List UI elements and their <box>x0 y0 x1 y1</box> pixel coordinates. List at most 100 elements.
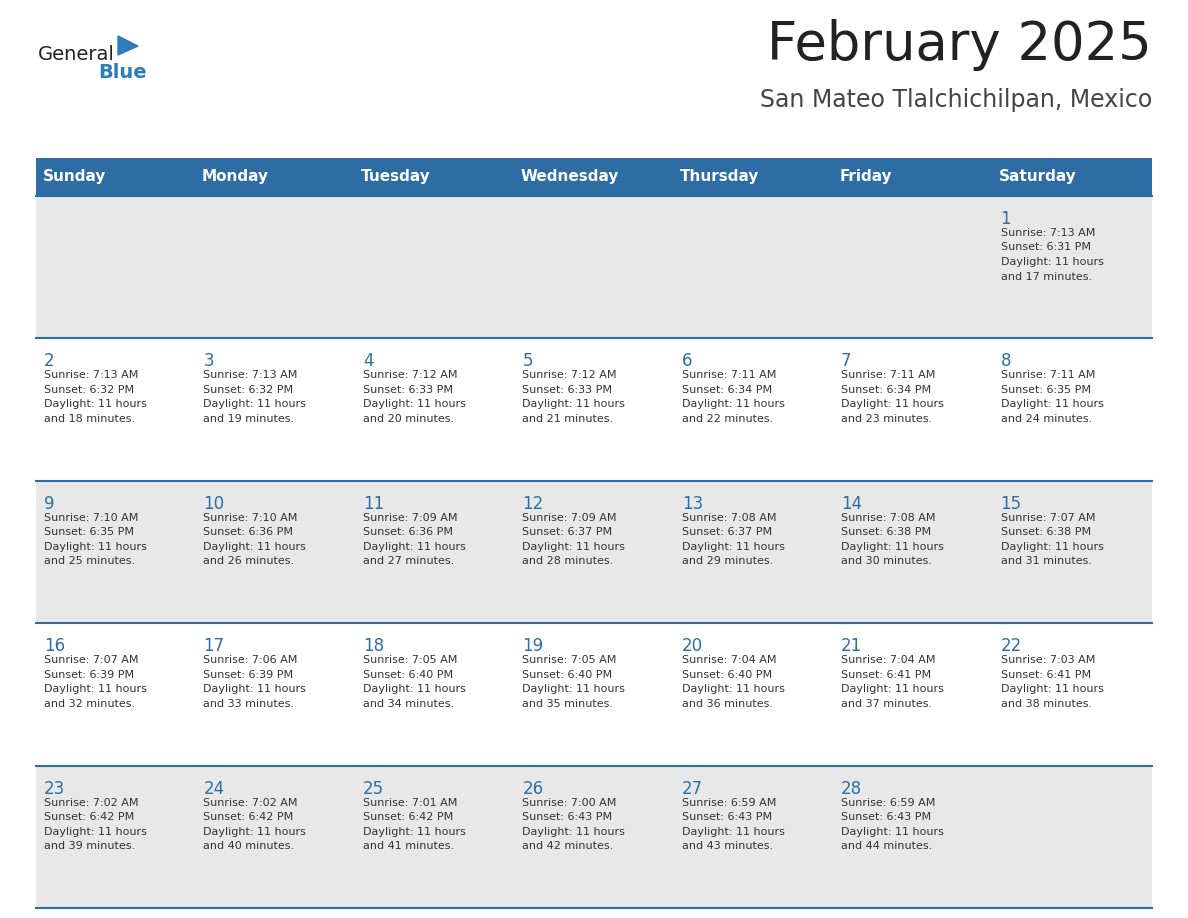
Text: Sunset: 6:31 PM: Sunset: 6:31 PM <box>1000 242 1091 252</box>
Bar <box>36 158 1152 196</box>
Bar <box>36 339 1152 481</box>
Text: and 23 minutes.: and 23 minutes. <box>841 414 933 424</box>
Text: 4: 4 <box>362 353 373 370</box>
Text: Sunrise: 6:59 AM: Sunrise: 6:59 AM <box>841 798 935 808</box>
Bar <box>36 623 1152 766</box>
Text: Daylight: 11 hours: Daylight: 11 hours <box>523 826 625 836</box>
Text: General: General <box>38 46 115 64</box>
Text: and 44 minutes.: and 44 minutes. <box>841 841 933 851</box>
Text: 3: 3 <box>203 353 214 370</box>
Text: Daylight: 11 hours: Daylight: 11 hours <box>841 826 944 836</box>
Text: Sunrise: 7:03 AM: Sunrise: 7:03 AM <box>1000 655 1095 666</box>
Text: Sunday: Sunday <box>43 170 106 185</box>
Text: Daylight: 11 hours: Daylight: 11 hours <box>1000 542 1104 552</box>
Text: Daylight: 11 hours: Daylight: 11 hours <box>1000 257 1104 267</box>
Text: and 24 minutes.: and 24 minutes. <box>1000 414 1092 424</box>
Text: Sunrise: 7:01 AM: Sunrise: 7:01 AM <box>362 798 457 808</box>
Text: Sunset: 6:34 PM: Sunset: 6:34 PM <box>682 385 772 395</box>
Text: and 35 minutes.: and 35 minutes. <box>523 699 613 709</box>
Text: Sunrise: 7:04 AM: Sunrise: 7:04 AM <box>841 655 936 666</box>
Text: Blue: Blue <box>97 62 146 82</box>
Text: Sunrise: 7:09 AM: Sunrise: 7:09 AM <box>523 513 617 522</box>
Text: Sunset: 6:42 PM: Sunset: 6:42 PM <box>44 812 134 823</box>
Text: Sunrise: 7:13 AM: Sunrise: 7:13 AM <box>203 370 298 380</box>
Text: 27: 27 <box>682 779 703 798</box>
Text: 22: 22 <box>1000 637 1022 655</box>
Text: Sunset: 6:39 PM: Sunset: 6:39 PM <box>203 670 293 679</box>
Text: and 18 minutes.: and 18 minutes. <box>44 414 135 424</box>
Text: Sunset: 6:40 PM: Sunset: 6:40 PM <box>362 670 453 679</box>
Text: 11: 11 <box>362 495 384 513</box>
Text: Sunset: 6:41 PM: Sunset: 6:41 PM <box>1000 670 1091 679</box>
Text: Daylight: 11 hours: Daylight: 11 hours <box>362 684 466 694</box>
Text: Sunrise: 6:59 AM: Sunrise: 6:59 AM <box>682 798 776 808</box>
Text: 14: 14 <box>841 495 862 513</box>
Text: Daylight: 11 hours: Daylight: 11 hours <box>44 542 147 552</box>
Text: Tuesday: Tuesday <box>361 170 431 185</box>
Text: and 20 minutes.: and 20 minutes. <box>362 414 454 424</box>
Text: Sunset: 6:36 PM: Sunset: 6:36 PM <box>362 527 453 537</box>
Text: Sunrise: 7:12 AM: Sunrise: 7:12 AM <box>362 370 457 380</box>
Text: 8: 8 <box>1000 353 1011 370</box>
Text: Daylight: 11 hours: Daylight: 11 hours <box>523 684 625 694</box>
Text: Wednesday: Wednesday <box>520 170 619 185</box>
Text: Sunrise: 7:00 AM: Sunrise: 7:00 AM <box>523 798 617 808</box>
Text: Sunset: 6:35 PM: Sunset: 6:35 PM <box>1000 385 1091 395</box>
Text: Sunrise: 7:04 AM: Sunrise: 7:04 AM <box>682 655 776 666</box>
Text: February 2025: February 2025 <box>767 19 1152 71</box>
Text: Daylight: 11 hours: Daylight: 11 hours <box>203 826 307 836</box>
Text: Sunset: 6:37 PM: Sunset: 6:37 PM <box>682 527 772 537</box>
Text: Sunrise: 7:05 AM: Sunrise: 7:05 AM <box>523 655 617 666</box>
Text: Sunrise: 7:11 AM: Sunrise: 7:11 AM <box>1000 370 1095 380</box>
Text: Sunset: 6:36 PM: Sunset: 6:36 PM <box>203 527 293 537</box>
Text: Daylight: 11 hours: Daylight: 11 hours <box>362 826 466 836</box>
Text: Sunrise: 7:06 AM: Sunrise: 7:06 AM <box>203 655 298 666</box>
Text: Sunset: 6:42 PM: Sunset: 6:42 PM <box>203 812 293 823</box>
Text: Daylight: 11 hours: Daylight: 11 hours <box>523 399 625 409</box>
Text: Daylight: 11 hours: Daylight: 11 hours <box>44 684 147 694</box>
Text: Daylight: 11 hours: Daylight: 11 hours <box>841 399 944 409</box>
Text: Sunset: 6:43 PM: Sunset: 6:43 PM <box>682 812 772 823</box>
Text: Daylight: 11 hours: Daylight: 11 hours <box>362 399 466 409</box>
Text: and 39 minutes.: and 39 minutes. <box>44 841 135 851</box>
Text: Sunset: 6:43 PM: Sunset: 6:43 PM <box>523 812 612 823</box>
Text: 9: 9 <box>44 495 55 513</box>
Text: Sunrise: 7:13 AM: Sunrise: 7:13 AM <box>1000 228 1095 238</box>
Text: Sunrise: 7:13 AM: Sunrise: 7:13 AM <box>44 370 138 380</box>
Text: 23: 23 <box>44 779 65 798</box>
Text: 25: 25 <box>362 779 384 798</box>
Text: Monday: Monday <box>202 170 268 185</box>
Text: Sunrise: 7:02 AM: Sunrise: 7:02 AM <box>44 798 139 808</box>
Text: Daylight: 11 hours: Daylight: 11 hours <box>682 542 784 552</box>
Text: 20: 20 <box>682 637 703 655</box>
Text: 6: 6 <box>682 353 693 370</box>
Text: and 26 minutes.: and 26 minutes. <box>203 556 295 566</box>
Text: 16: 16 <box>44 637 65 655</box>
Text: Sunset: 6:35 PM: Sunset: 6:35 PM <box>44 527 134 537</box>
Text: Daylight: 11 hours: Daylight: 11 hours <box>682 826 784 836</box>
Text: 5: 5 <box>523 353 532 370</box>
Text: Daylight: 11 hours: Daylight: 11 hours <box>523 542 625 552</box>
Text: Daylight: 11 hours: Daylight: 11 hours <box>362 542 466 552</box>
Text: and 42 minutes.: and 42 minutes. <box>523 841 613 851</box>
Text: 10: 10 <box>203 495 225 513</box>
Text: Thursday: Thursday <box>680 170 759 185</box>
Text: Sunrise: 7:10 AM: Sunrise: 7:10 AM <box>44 513 138 522</box>
Text: and 38 minutes.: and 38 minutes. <box>1000 699 1092 709</box>
Text: Sunrise: 7:11 AM: Sunrise: 7:11 AM <box>682 370 776 380</box>
Text: 13: 13 <box>682 495 703 513</box>
Text: Daylight: 11 hours: Daylight: 11 hours <box>682 399 784 409</box>
Text: Sunset: 6:38 PM: Sunset: 6:38 PM <box>841 527 931 537</box>
Text: 12: 12 <box>523 495 543 513</box>
Text: and 25 minutes.: and 25 minutes. <box>44 556 135 566</box>
Text: 1: 1 <box>1000 210 1011 228</box>
Text: Daylight: 11 hours: Daylight: 11 hours <box>203 684 307 694</box>
Text: Sunset: 6:43 PM: Sunset: 6:43 PM <box>841 812 931 823</box>
Text: Sunset: 6:38 PM: Sunset: 6:38 PM <box>1000 527 1091 537</box>
Text: and 36 minutes.: and 36 minutes. <box>682 699 772 709</box>
Text: 19: 19 <box>523 637 543 655</box>
Text: 18: 18 <box>362 637 384 655</box>
Bar <box>36 196 1152 339</box>
Text: and 32 minutes.: and 32 minutes. <box>44 699 135 709</box>
Text: 24: 24 <box>203 779 225 798</box>
